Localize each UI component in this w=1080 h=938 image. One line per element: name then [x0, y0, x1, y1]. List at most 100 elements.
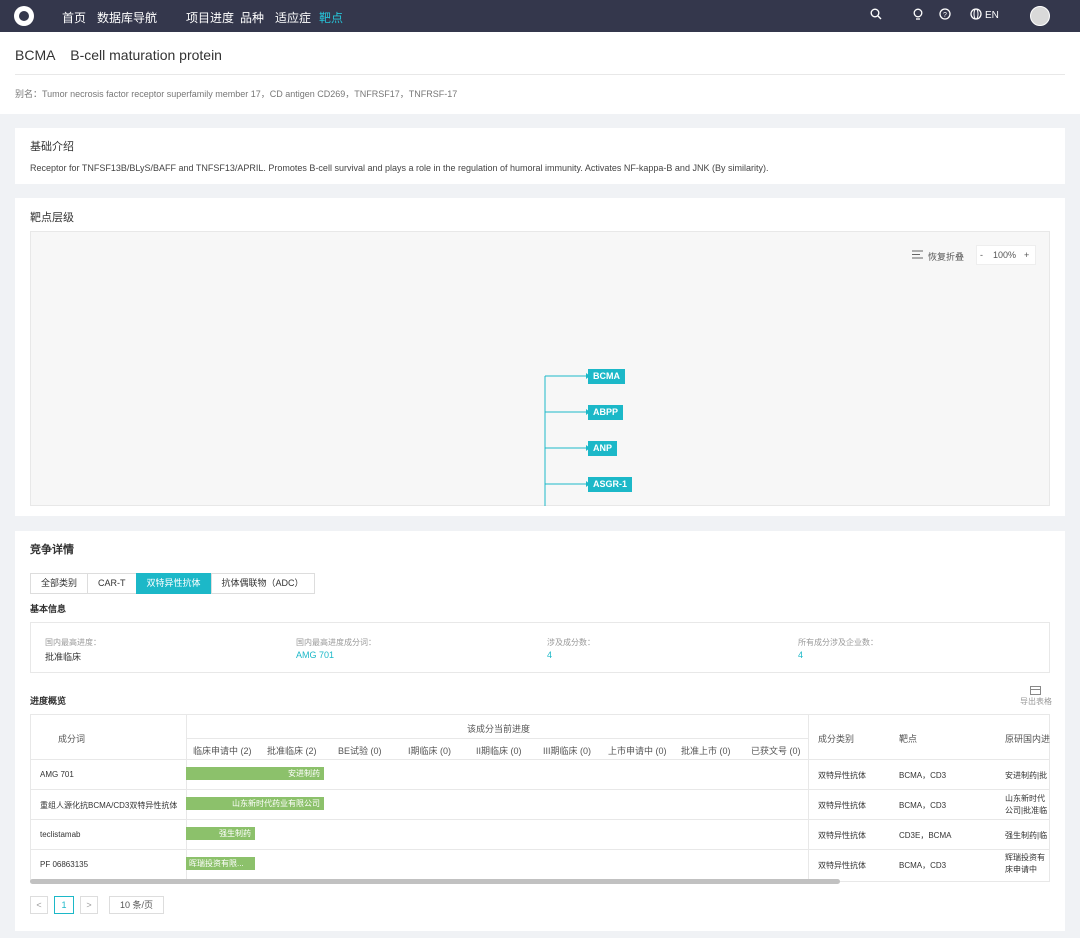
info-label-highest: 国内最高进度： [45, 638, 101, 647]
col-divider [808, 714, 809, 882]
progress-bar[interactable]: 山东新时代药业有限公司 [186, 797, 324, 810]
row-component-link[interactable]: 重组人源化抗BCMA/CD3双特异性抗体 [40, 801, 178, 810]
export-table-button[interactable]: 导出表格 [1020, 697, 1052, 706]
progress-title: 进度概览 [30, 696, 67, 706]
nav-project-progress[interactable]: 项目进度 [186, 11, 235, 25]
row-category: 双特异性抗体 [818, 861, 866, 870]
page-1-button[interactable]: 1 [54, 896, 74, 914]
basic-info-box [30, 622, 1050, 673]
app-logo[interactable] [14, 6, 34, 26]
stage-header: 临床申请中 (2) [193, 746, 252, 756]
bulb-icon[interactable] [911, 8, 925, 22]
row-category: 双特异性抗体 [818, 771, 866, 780]
col-header-target: 靶点 [899, 734, 918, 744]
export-icon[interactable] [1030, 684, 1041, 698]
row-divider [30, 819, 1050, 820]
nav-indication[interactable]: 适应症 [275, 11, 312, 25]
globe-icon[interactable] [969, 8, 983, 22]
page-size-select[interactable]: 10 条/页 [109, 896, 164, 914]
progress-bar[interactable]: 晖瑞投资有限... [186, 857, 255, 870]
info-label-component: 国内最高进度成分词： [296, 638, 376, 647]
tree-node-asgr1[interactable]: ASGR-1 [588, 477, 633, 492]
row-component-link[interactable]: AMG 701 [40, 770, 74, 779]
zoom-level: 100% [993, 250, 1017, 260]
zoom-control [976, 245, 1036, 265]
row-targets[interactable]: BCMA，CD3 [899, 801, 947, 810]
stage-header: III期临床 (0) [543, 746, 592, 756]
intro-text: Receptor for TNFSF13B/BLyS/BAFF and TNFS… [30, 163, 769, 173]
next-page-button[interactable]: > [80, 896, 98, 914]
col-header-current-progress: 该成分当前进度 [467, 724, 531, 734]
row-divider [30, 759, 1050, 760]
top-navbar: 首页 数据库导航 ⌵ 项目进度 品种 适应症 靶点 ? EN [0, 0, 1080, 32]
competition-title: 竞争详情 [30, 544, 74, 556]
hierarchy-tree[interactable] [30, 231, 1050, 506]
chevron-down-icon[interactable]: ⌵ [150, 8, 157, 18]
row-category: 双特异性抗体 [818, 831, 866, 840]
col-header-category: 成分类别 [818, 734, 855, 744]
help-icon[interactable]: ? [938, 8, 952, 22]
divider [15, 74, 1065, 75]
intro-card [15, 128, 1065, 184]
hierarchy-title: 靶点层级 [30, 212, 74, 224]
info-label-component-count: 涉及成分数： [547, 638, 595, 647]
basic-info-title: 基本信息 [30, 604, 67, 614]
intro-title: 基础介绍 [30, 141, 74, 153]
info-value-company-count[interactable]: 4 [798, 650, 804, 660]
page-title: BCMA B-cell maturation protein [15, 47, 222, 63]
progress-table [30, 714, 1050, 882]
prev-page-button[interactable]: < [30, 896, 48, 914]
row-divider [186, 738, 808, 739]
zoom-out-button[interactable]: - [980, 250, 983, 260]
row-origin[interactable]: 强生制药|临 [1005, 831, 1048, 840]
stage-header: BE试验 (0) [338, 746, 382, 756]
row-divider [30, 789, 1050, 790]
tab-car-t[interactable]: CAR-T [87, 573, 137, 594]
stage-header: 批准上市 (0) [681, 746, 731, 756]
col-header-component: 成分词 [58, 734, 86, 744]
stage-header: 上市申请中 (0) [608, 746, 667, 756]
alias-text: 别名：Tumor necrosis factor receptor superf… [15, 89, 458, 99]
stage-header: 已获文号 (0) [751, 746, 801, 756]
header-card [0, 32, 1080, 114]
info-value-component-count[interactable]: 4 [547, 650, 553, 660]
menu-icon[interactable] [912, 250, 923, 261]
category-tabs: 全部类别 CAR-T 双特异性抗体 抗体偶联物（ADC） [30, 573, 315, 594]
progress-bar[interactable]: 安进制药 [186, 767, 324, 780]
row-origin[interactable]: 山东新时代 公司|批准临 [1005, 794, 1048, 815]
horizontal-scrollbar[interactable] [30, 879, 840, 884]
tree-node-anp[interactable]: ANP [588, 441, 618, 456]
tree-node-bcma[interactable]: BCMA [588, 369, 625, 384]
nav-variety[interactable]: 品种 [240, 11, 265, 25]
info-value-highest: 批准临床 [45, 652, 82, 662]
tab-adc[interactable]: 抗体偶联物（ADC） [210, 573, 315, 594]
row-category: 双特异性抗体 [818, 801, 866, 810]
stage-header: I期临床 (0) [408, 746, 452, 756]
row-origin[interactable]: 安进制药|批 [1005, 771, 1048, 780]
language-switch[interactable]: EN [985, 10, 999, 21]
row-divider [30, 849, 1050, 850]
restore-fold-button[interactable]: 恢复折叠 [928, 252, 965, 262]
tree-node-abpp[interactable]: ABPP [588, 405, 624, 420]
search-icon[interactable] [869, 8, 883, 22]
nav-home[interactable]: 首页 [62, 11, 87, 25]
row-targets[interactable]: CD3E，BCMA [899, 831, 952, 840]
progress-bar[interactable]: 强生制药 [186, 827, 255, 840]
row-component-link[interactable]: teclistamab [40, 830, 81, 839]
nav-target[interactable]: 靶点 [319, 11, 344, 25]
info-value-component[interactable]: AMG 701 [296, 650, 335, 660]
tab-all[interactable]: 全部类别 [30, 573, 89, 594]
svg-text:?: ? [943, 12, 947, 19]
row-origin[interactable]: 辉瑞投资有 床申请中 [1005, 853, 1045, 874]
nav-database[interactable]: 数据库导航 [97, 11, 158, 25]
col-header-origin: 原研国内进... [1005, 734, 1050, 744]
zoom-toolbar: 恢复折叠 - 100% + [908, 245, 1038, 266]
tab-bispecific[interactable]: 双特异性抗体 [135, 573, 212, 594]
row-targets[interactable]: BCMA，CD3 [899, 771, 947, 780]
stage-header: 批准临床 (2) [267, 746, 317, 756]
user-avatar[interactable] [1030, 6, 1050, 26]
row-targets[interactable]: BCMA，CD3 [899, 861, 947, 870]
info-label-company-count: 所有成分涉及企业数： [798, 638, 878, 647]
row-component-link[interactable]: PF 06863135 [40, 860, 89, 869]
zoom-in-button[interactable]: + [1024, 250, 1030, 260]
